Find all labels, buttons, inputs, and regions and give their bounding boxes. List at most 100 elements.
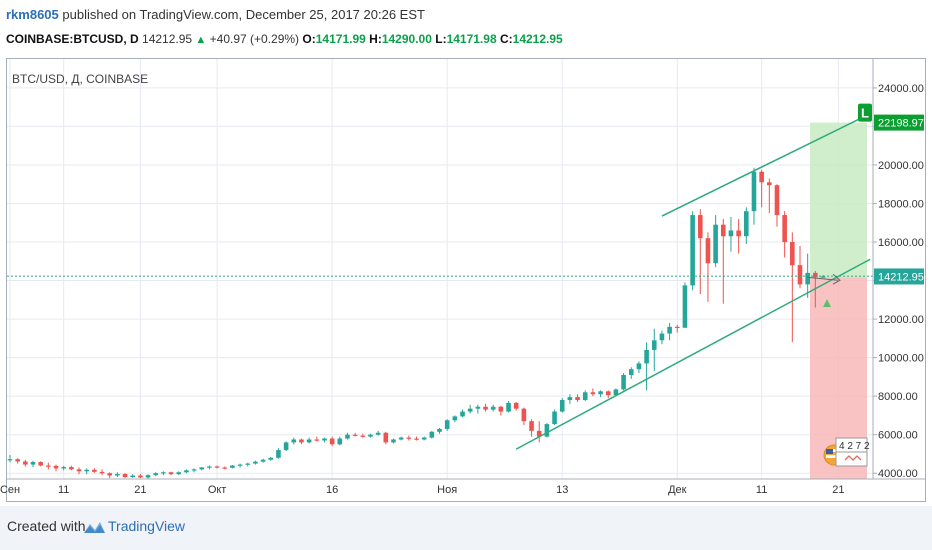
author-link[interactable]: rkm8605 bbox=[6, 7, 59, 22]
candle-body bbox=[383, 432, 389, 443]
candle-body bbox=[145, 475, 151, 478]
tradingview-link[interactable]: TradingView bbox=[108, 518, 186, 534]
chart-title: BTC/USD, Д, COINBASE bbox=[12, 72, 149, 86]
candle-body bbox=[790, 242, 795, 266]
candle-body bbox=[76, 469, 82, 472]
candle-body bbox=[744, 211, 749, 237]
ohlc-legend: COINBASE:BTCUSD, D 14212.95 ▲ +40.97 (+0… bbox=[6, 30, 926, 48]
candle-body bbox=[582, 392, 588, 401]
y-tick-label: 6000.00 bbox=[878, 430, 918, 442]
candle-body bbox=[813, 272, 818, 278]
candle-body bbox=[283, 442, 289, 451]
candle-body bbox=[820, 276, 826, 278]
close-price-badge-bg bbox=[874, 268, 924, 285]
candle-body bbox=[69, 467, 74, 470]
candle-body bbox=[176, 472, 182, 475]
candle-body bbox=[30, 462, 36, 465]
publish-text: published on TradingView.com, December 2… bbox=[62, 7, 425, 22]
candle-body bbox=[544, 424, 550, 437]
y-tick-label: 4000.00 bbox=[878, 468, 918, 480]
candle-body bbox=[452, 416, 458, 421]
candle-body bbox=[513, 402, 519, 409]
channel-upper-line[interactable] bbox=[661, 118, 861, 217]
candle-body bbox=[337, 438, 343, 445]
candle-body bbox=[797, 265, 803, 285]
candle-body bbox=[705, 238, 711, 264]
candle-body bbox=[713, 224, 718, 264]
chart-frame bbox=[6, 58, 926, 502]
candle-body bbox=[38, 462, 43, 466]
candle-body bbox=[406, 437, 412, 439]
target-price-badge-bg bbox=[874, 114, 924, 131]
candle-body bbox=[767, 182, 772, 186]
candle-body bbox=[53, 465, 59, 469]
time-axis[interactable]: Сен 11 21 Окт 16 Ноя 13 Дек 11 21 bbox=[0, 484, 844, 496]
candle-body bbox=[529, 421, 534, 431]
candle-body bbox=[253, 461, 258, 464]
candle-body bbox=[230, 465, 235, 468]
change-label: +40.97 (+0.29%) bbox=[209, 32, 300, 46]
candle-body bbox=[674, 326, 680, 328]
flag-stripe bbox=[826, 449, 842, 452]
candle-body bbox=[414, 438, 419, 440]
candle-body bbox=[567, 397, 573, 401]
candle-body bbox=[483, 406, 488, 410]
candle-body bbox=[46, 465, 51, 467]
price-badges: 22198.9714227.1814212.95L bbox=[858, 103, 924, 285]
candle-body bbox=[214, 466, 220, 468]
candle-body bbox=[291, 439, 297, 443]
candle-body bbox=[759, 171, 764, 183]
projection-arrowhead bbox=[832, 273, 841, 285]
candle-body bbox=[651, 340, 657, 350]
candle-body bbox=[782, 215, 787, 243]
x-tick-label: Ноя bbox=[437, 484, 457, 496]
candles bbox=[7, 167, 826, 479]
low-value: 14171.98 bbox=[446, 32, 497, 46]
candle-body bbox=[99, 471, 105, 474]
candle-body bbox=[130, 475, 136, 478]
candle-body bbox=[207, 466, 212, 468]
candle-body bbox=[498, 406, 504, 412]
created-with-label: Created with bbox=[7, 518, 86, 534]
close-value: 14212.95 bbox=[512, 32, 563, 46]
candle-body bbox=[552, 411, 557, 425]
publish-info: rkm8605 published on TradingView.com, De… bbox=[6, 6, 926, 24]
candle-body bbox=[460, 411, 465, 417]
candle-body bbox=[368, 434, 373, 437]
y-tick-label: 24000.00 bbox=[878, 83, 924, 95]
candle-body bbox=[751, 171, 757, 212]
candle-body bbox=[268, 457, 274, 460]
candle-body bbox=[559, 400, 565, 412]
candle-body bbox=[774, 185, 780, 216]
x-tick-label: Сен bbox=[0, 484, 20, 496]
candle-body bbox=[345, 434, 350, 439]
projection-line bbox=[806, 276, 839, 281]
y-tick-label: 12000.00 bbox=[878, 314, 924, 326]
close-price-badge: 14212.95 bbox=[878, 271, 924, 283]
symbol-label: COINBASE:BTCUSD, D bbox=[6, 32, 139, 46]
y-tick-label: 16000.00 bbox=[878, 237, 924, 249]
long-position-letter: L bbox=[861, 106, 869, 121]
candle-body bbox=[590, 392, 596, 395]
projection-arrow bbox=[806, 273, 841, 307]
candle-body bbox=[92, 469, 97, 472]
channel-lower-line[interactable] bbox=[515, 258, 871, 450]
x-tick-label: Окт bbox=[208, 484, 227, 496]
events-widget[interactable]: 4 2 7 2 bbox=[823, 437, 870, 467]
candle-body bbox=[237, 464, 243, 466]
x-tick-label: 21 bbox=[134, 484, 146, 496]
candle-body bbox=[115, 473, 120, 476]
long-position-badge[interactable] bbox=[858, 103, 872, 122]
candle-body bbox=[506, 402, 511, 412]
candle-body bbox=[720, 224, 726, 237]
candle-body bbox=[322, 438, 327, 441]
candle-body bbox=[184, 470, 189, 473]
candle-body bbox=[621, 374, 626, 390]
candle-body bbox=[598, 391, 603, 395]
open-value: 14171.99 bbox=[315, 32, 366, 46]
event-wave-icon bbox=[844, 455, 862, 461]
candle-body bbox=[168, 472, 174, 475]
x-tick-label: Дек bbox=[668, 484, 687, 496]
candle-body bbox=[161, 472, 166, 474]
